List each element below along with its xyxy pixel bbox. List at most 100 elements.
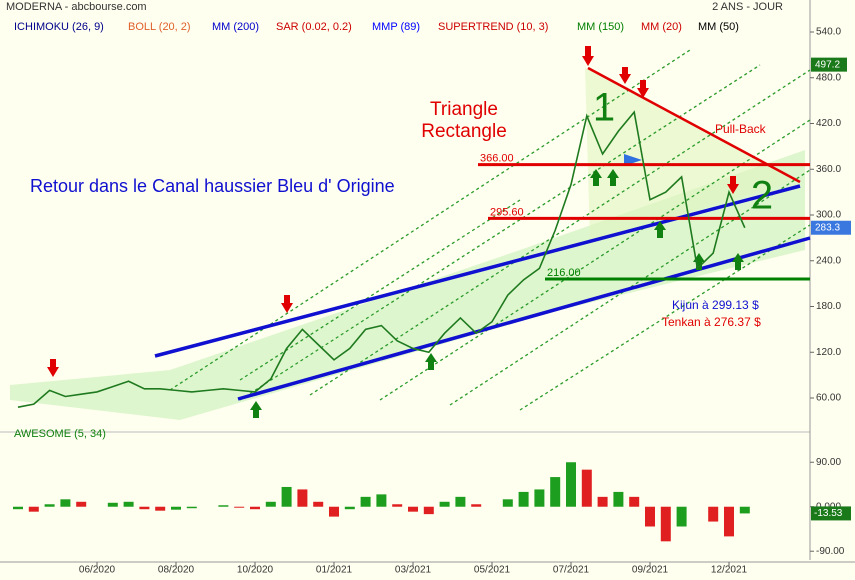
y-tick-label: 60.00 (816, 393, 841, 404)
oscillator-bar (186, 506, 197, 509)
level-label: 216.00 (547, 267, 581, 279)
x-tick-label: 10/2020 (237, 565, 274, 576)
oscillator-bar (360, 496, 371, 507)
x-tick-label: 08/2020 (158, 565, 195, 576)
oscillator-bar (534, 489, 545, 507)
oscillator-bar (423, 506, 434, 515)
oscillator-bar (392, 504, 403, 507)
triangle-line (587, 66, 801, 184)
y-tick-label: 300.0 (816, 210, 841, 221)
oscillator-bar (60, 499, 71, 507)
channel-upper (154, 184, 801, 358)
annotation: Pull-Back (715, 122, 767, 136)
oscillator-bar (550, 477, 561, 507)
legend-item: MMP (89) (372, 21, 420, 33)
y-tick-label: 120.0 (816, 347, 841, 358)
blue-arrow (624, 154, 642, 166)
oscillator-bar (724, 506, 734, 537)
oscillator-bar (502, 499, 513, 507)
oscillator-bar (660, 506, 671, 542)
oscillator-bar (329, 506, 339, 517)
annotation: Tenkan à 276.37 $ (662, 315, 761, 329)
last-marker: 283.3 (815, 222, 840, 233)
y-tick-label: 480.0 (816, 72, 841, 83)
y-tick-label: 540.0 (816, 27, 841, 38)
x-tick-label: 12/2021 (711, 565, 748, 576)
y-tick-label: -90.00 (816, 546, 845, 557)
annotation: Rectangle (421, 121, 507, 142)
oscillator-bar (107, 502, 118, 507)
oscillator-bar (455, 496, 466, 507)
legend-item: MM (150) (577, 21, 624, 33)
price-line (17, 110, 746, 408)
oscillator-bar (629, 496, 640, 507)
legend-item: ICHIMOKU (26, 9) (14, 21, 104, 33)
oscillator-bar (613, 491, 624, 507)
oscillator-bar (518, 491, 529, 507)
annotation: Triangle (430, 99, 498, 120)
annotation: Kijun à 299.13 $ (672, 298, 759, 312)
high-marker: 497.2 (815, 59, 840, 70)
x-tick-label: 01/2021 (316, 565, 353, 576)
high-marker-box (811, 57, 847, 72)
oscillator-bar (76, 501, 87, 507)
up-arrows (250, 169, 744, 418)
last-marker-box (811, 220, 851, 235)
osc-marker-box (811, 506, 851, 521)
oscillator-bar (218, 505, 229, 507)
oscillator-bar (344, 506, 355, 510)
legend-item: MM (50) (698, 21, 739, 33)
oscillator-bar (566, 462, 576, 507)
oscillator-bar (155, 506, 166, 511)
oscillator-bar (471, 504, 482, 507)
oscillator-bar (13, 506, 23, 510)
y-tick-label: 90.00 (816, 457, 841, 468)
oscillator-bar (171, 506, 181, 510)
annotation: Retour dans le Canal haussier Bleu d' Or… (30, 176, 395, 196)
triangle-zone (585, 68, 800, 240)
oscillator-bar (313, 501, 324, 507)
oscillator-bar (597, 496, 608, 507)
legend-item: MM (200) (212, 21, 259, 33)
oscillator-bar (250, 506, 260, 510)
annotation: 2 (751, 174, 773, 218)
x-tick-label: 07/2021 (553, 565, 590, 576)
y-tick-label: 360.0 (816, 164, 841, 175)
channel-lower (237, 236, 811, 401)
oscillator-bar (645, 506, 655, 527)
annotation: 1 (593, 86, 615, 130)
panel-title: AWESOME (5, 34) (14, 428, 106, 440)
oscillator-bar (408, 506, 418, 512)
oscillator-bar (581, 469, 592, 507)
chart-subtitle: 2 ANS - JOUR (712, 1, 783, 13)
y-tick-label: 240.0 (816, 255, 841, 266)
level-label: 295.60 (490, 206, 524, 218)
oscillator-bar (281, 486, 292, 507)
oscillator-bar (265, 501, 276, 507)
legend-item: BOLL (20, 2) (128, 21, 191, 33)
oscillator-bar (376, 494, 387, 507)
oscillator-bar (739, 506, 750, 514)
oscillator-bar (139, 506, 150, 510)
chart-title: MODERNA - abcbourse.com (6, 1, 147, 13)
legend-item: SUPERTREND (10, 3) (438, 21, 548, 33)
legend-item: MM (20) (641, 21, 682, 33)
oscillator-bar (234, 506, 245, 508)
down-arrows (47, 46, 739, 377)
oscillator-bar (708, 506, 719, 522)
oscillator-bar (28, 506, 39, 512)
oscillator-bar (676, 506, 687, 527)
x-tick-label: 06/2020 (79, 565, 116, 576)
oscillator-bar (44, 504, 55, 507)
osc-marker: -13.53 (814, 508, 843, 519)
y-tick-label: 180.0 (816, 301, 841, 312)
oscillator-bar (297, 489, 308, 507)
level-label: 366.00 (480, 153, 514, 165)
x-tick-label: 09/2021 (632, 565, 669, 576)
legend-item: SAR (0.02, 0.2) (276, 21, 352, 33)
oscillator-bar (123, 501, 134, 507)
x-tick-label: 05/2021 (474, 565, 511, 576)
oscillator-bar (439, 501, 450, 507)
